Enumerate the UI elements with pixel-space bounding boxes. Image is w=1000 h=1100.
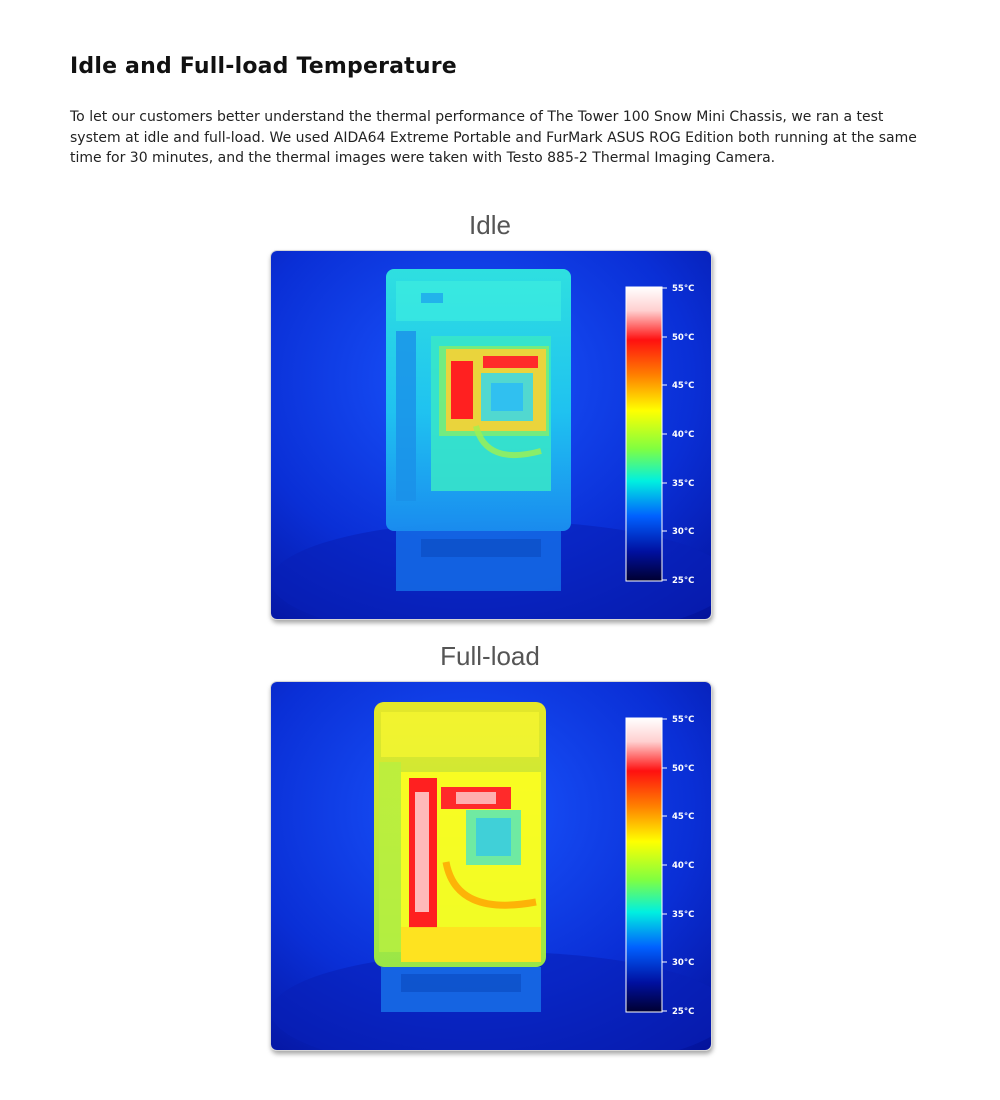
idle-scale-label-55: 55°C	[672, 284, 694, 294]
idle-scale-label-30: 30°C	[672, 527, 694, 537]
full-load-scale-label-30: 30°C	[672, 958, 694, 968]
idle-temperature-scale	[625, 286, 663, 582]
idle-caption: Idle	[469, 210, 511, 240]
idle-scale-label-45: 45°C	[672, 381, 694, 391]
full-load-thermal-image: 55°C 50°C 45°C 40°C 35°C 30°C 25°C	[270, 681, 712, 1051]
full-load-scale-label-50: 50°C	[672, 764, 694, 774]
idle-scale-ticks	[662, 287, 667, 581]
section-title: Idle and Full-load Temperature	[70, 54, 457, 79]
full-load-scale-label-45: 45°C	[672, 812, 694, 822]
idle-scale-label-40: 40°C	[672, 430, 694, 440]
idle-hot-spot	[451, 361, 473, 419]
intro-paragraph: To let our customers better understand t…	[70, 109, 917, 166]
full-load-scale-label-55: 55°C	[672, 715, 694, 725]
full-load-scale-label-40: 40°C	[672, 861, 694, 871]
full-load-scale-label-25: 25°C	[672, 1007, 694, 1017]
idle-scale-label-35: 35°C	[672, 479, 694, 489]
idle-thermal-image: 55°C 50°C 45°C 40°C 35°C 30°C 25°C	[270, 250, 712, 620]
full-load-temperature-scale	[625, 717, 663, 1013]
idle-scale-label-25: 25°C	[672, 576, 694, 586]
full-load-scale-label-35: 35°C	[672, 910, 694, 920]
idle-scale-label-50: 50°C	[672, 333, 694, 343]
full-load-scale-ticks	[662, 718, 667, 1012]
full-load-caption: Full-load	[440, 641, 540, 671]
